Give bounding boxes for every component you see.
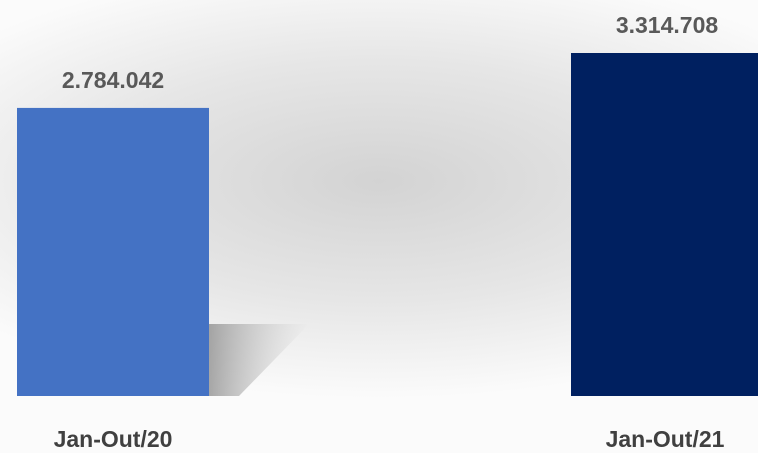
bars [17, 53, 758, 397]
bar-2 [571, 53, 758, 396]
value-labels: 2.784.042 3.314.708 [62, 12, 719, 93]
value-label-1: 2.784.042 [62, 67, 164, 93]
bar-shadows [209, 324, 309, 396]
bar-1 [17, 107, 209, 397]
value-label-2: 3.314.708 [616, 12, 719, 38]
category-label-2: Jan-Out/21 [606, 426, 725, 452]
bar-shadow [209, 324, 309, 396]
category-label-1: Jan-Out/20 [54, 426, 173, 452]
category-labels: Jan-Out/20 Jan-Out/21 [54, 426, 725, 452]
